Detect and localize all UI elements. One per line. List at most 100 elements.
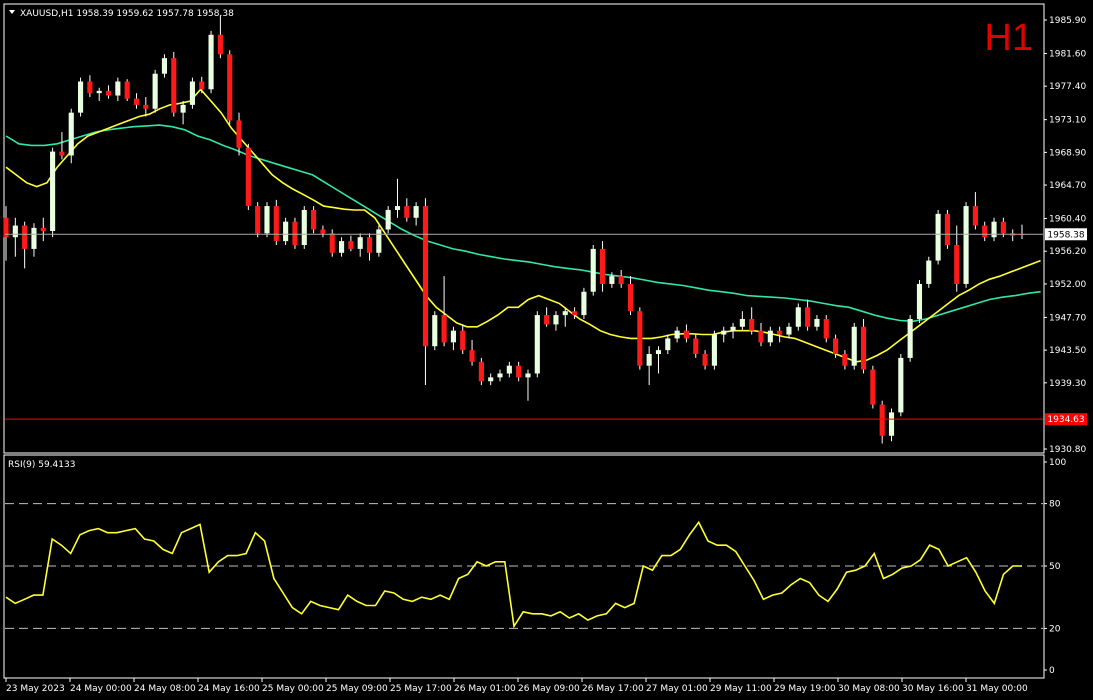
symbol-info: XAUUSD,H1 1958.39 1959.62 1957.78 1958.3… (20, 9, 234, 19)
time-tick-label: 24 May 16:00 (198, 684, 260, 694)
candle-bull (376, 229, 382, 253)
price-tick-label: 1956.20 (1049, 247, 1086, 257)
candle-bull (115, 81, 121, 96)
candle-bear (618, 276, 624, 284)
candle-bull (898, 357, 904, 413)
candle-bear (749, 318, 755, 331)
candle-bull (161, 58, 168, 74)
candle-bear (516, 365, 522, 378)
candle-bear (637, 311, 643, 366)
price-tick-label: 1985.90 (1049, 16, 1086, 26)
price-tick-label: 1968.90 (1049, 148, 1086, 158)
candle-bull (338, 241, 345, 253)
candle-bull (432, 315, 438, 347)
time-tick-label: 30 May 08:00 (838, 684, 900, 694)
candle-bear (469, 350, 475, 362)
rsi-tick-label: 100 (1049, 458, 1066, 468)
candle-bull (525, 373, 531, 378)
candle-bear (544, 315, 550, 325)
candle-bear (627, 283, 634, 312)
candle-bear (171, 58, 177, 113)
candle-bear (320, 229, 326, 234)
candle-bull (562, 311, 568, 316)
time-tick-label: 29 May 19:00 (774, 684, 836, 694)
bid-price-tag (1045, 228, 1087, 241)
candle-bear (982, 225, 988, 238)
price-tick-label: 1964.70 (1049, 181, 1086, 191)
candle-bull (68, 112, 74, 156)
candle-bear (217, 34, 223, 55)
candle-bear (702, 354, 708, 366)
candle-bear (366, 237, 373, 253)
candle-bear (823, 318, 829, 339)
ma-fast-line (5, 88, 1041, 363)
candle-bear (572, 311, 578, 316)
time-tick-label: 24 May 00:00 (70, 684, 132, 694)
timeframe-label: H1 (984, 17, 1033, 59)
candle-bull (450, 330, 456, 343)
candle-bear (348, 241, 354, 249)
level-price-label: 1934.63 (1047, 415, 1084, 425)
candle-bull (786, 326, 792, 335)
candles (3, 15, 1025, 444)
candle-bull (926, 260, 932, 284)
candle-bull (851, 326, 857, 366)
candle-bull (609, 276, 615, 284)
candle-bull (180, 104, 186, 113)
symbol-menu-arrow-icon[interactable] (9, 10, 15, 14)
candle-bull (189, 81, 195, 105)
candle-bull (78, 81, 84, 113)
rsi-axis: 100 80 50 20 0 (1044, 458, 1066, 676)
candle-bull (711, 334, 717, 366)
rsi-level-lines (5, 503, 1043, 629)
candle-bear (199, 81, 205, 90)
candle-bull (264, 206, 270, 234)
candle-bull (888, 412, 895, 436)
candle-bull (534, 315, 540, 374)
time-tick-label: 27 May 01:00 (646, 684, 708, 694)
candle-bear (273, 206, 279, 242)
level-price-tag (1045, 413, 1087, 426)
candle-bear (441, 315, 447, 343)
candle-bear (860, 326, 867, 370)
rsi-header: RSI(9) 59.4133 (8, 460, 75, 470)
price-tick-label: 1939.30 (1049, 379, 1086, 389)
candle-bull (907, 318, 913, 358)
candle-bull (50, 151, 56, 231)
time-tick-label: 25 May 00:00 (262, 684, 324, 694)
time-tick-label: 26 May 17:00 (582, 684, 644, 694)
candle-bear (842, 354, 848, 366)
candle-bear (329, 233, 335, 253)
price-lines: 1958.38 1934.63 (5, 228, 1087, 426)
price-tick-label: 1981.60 (1049, 49, 1086, 59)
candle-bull (357, 237, 363, 249)
time-axis: 23 May 2023 24 May 00:00 24 May 08:00 24 Ma… (5, 678, 1028, 694)
candle-bear (105, 90, 112, 96)
candle-bear (683, 330, 690, 339)
candle-bull (795, 307, 801, 327)
ma-slow-line (5, 124, 1041, 323)
candle-bear (143, 104, 149, 109)
time-tick-label: 26 May 01:00 (454, 684, 516, 694)
ma-fast-polyline (5, 88, 1041, 363)
time-tick-label: 29 May 11:00 (710, 684, 772, 694)
candle-bear (124, 81, 130, 99)
rsi-tick-label: 80 (1049, 500, 1061, 510)
candle-bull (665, 338, 671, 351)
candle-bear (255, 206, 261, 234)
rsi-series (5, 520, 1022, 629)
candle-bear (870, 369, 876, 405)
rsi-polyline (5, 520, 1022, 629)
candle-bull (12, 225, 18, 238)
price-tick-label: 1930.80 (1049, 445, 1086, 455)
price-tick-label: 1973.10 (1049, 116, 1086, 126)
candle-bear (833, 338, 839, 355)
candle-bear (311, 209, 317, 230)
candle-bull (394, 206, 401, 210)
ma-slow-polyline (5, 124, 1041, 323)
candle-bull (413, 206, 419, 218)
candle-bear (460, 330, 466, 351)
candle-bull (152, 73, 158, 109)
candle-bull (916, 283, 923, 319)
candle-bear (292, 221, 298, 246)
